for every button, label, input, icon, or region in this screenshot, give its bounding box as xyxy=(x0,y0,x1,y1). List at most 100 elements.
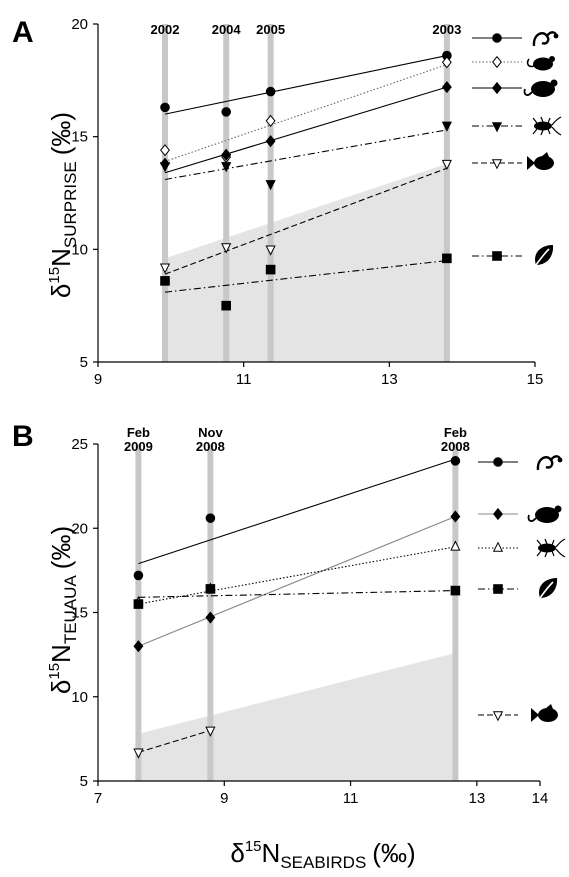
band-1 xyxy=(223,24,230,362)
fish-body xyxy=(538,708,558,722)
trend-line xyxy=(138,458,456,565)
legend-marker xyxy=(492,33,502,43)
y-tick-label: 15 xyxy=(71,129,88,146)
series-fish xyxy=(133,704,558,759)
x-axis-label-sub: SEABIRDS xyxy=(280,853,366,872)
trend-line xyxy=(164,260,447,293)
data-point xyxy=(133,599,144,609)
band-label: Feb xyxy=(444,425,467,440)
gecko-body xyxy=(532,31,558,47)
series-gecko xyxy=(160,31,559,117)
data-point xyxy=(441,121,452,132)
x-tick-label: 13 xyxy=(381,371,398,388)
x-axis-label-unit: (‰) xyxy=(372,838,415,868)
panel-a-plot: 2002 2004 2005 2003 9 11 13 15 5 10 15 20 xyxy=(71,16,562,388)
rat-ear xyxy=(550,79,558,87)
legend-marker xyxy=(492,81,502,95)
rat-tail xyxy=(527,514,537,522)
panel-a-ylabel-main: δ xyxy=(46,284,76,298)
legend-marker xyxy=(492,55,502,69)
series-fish xyxy=(159,152,554,275)
data-point xyxy=(265,114,276,127)
panel-b-letter: B xyxy=(12,420,34,453)
panel-a-letter: A xyxy=(12,16,34,49)
cockroach-legs xyxy=(532,116,562,136)
band-label: Nov xyxy=(198,425,223,440)
data-point xyxy=(221,148,232,161)
fish-icon xyxy=(531,704,558,722)
data-point xyxy=(265,180,276,191)
data-point xyxy=(205,611,216,624)
series-leaf xyxy=(160,245,554,311)
panel-b-ylabel-rest: N xyxy=(46,644,76,663)
legend-marker xyxy=(493,457,503,467)
mouse-body xyxy=(533,57,553,71)
x-tick-label: 11 xyxy=(343,790,359,807)
y-tick-label: 25 xyxy=(71,436,88,453)
trend-line xyxy=(138,546,456,605)
y-tick-label: 20 xyxy=(71,16,88,33)
trend-line xyxy=(138,515,456,647)
fish-fin xyxy=(541,152,549,157)
data-point xyxy=(159,263,171,274)
data-point xyxy=(160,102,170,113)
band-label: 2009 xyxy=(124,439,153,454)
data-point xyxy=(133,748,144,759)
trend-line xyxy=(164,55,447,115)
series-gecko xyxy=(133,455,563,581)
data-point xyxy=(221,243,232,254)
gecko-icon xyxy=(536,455,563,471)
panel-b-ylabel-unit: (‰) xyxy=(46,526,76,569)
cockroach-icon xyxy=(536,538,566,558)
legend-marker xyxy=(492,251,502,261)
series-leaf xyxy=(133,578,558,609)
data-point xyxy=(205,584,216,594)
cockroach-icon xyxy=(532,116,562,136)
legend-marker xyxy=(493,584,503,594)
x-axis-label-sup: 15 xyxy=(245,838,262,855)
gecko-body xyxy=(536,455,562,471)
legend-marker xyxy=(492,711,504,722)
mouse-tail xyxy=(526,58,535,68)
y-tick-label: 10 xyxy=(71,241,88,258)
data-point xyxy=(450,540,461,551)
band-3 xyxy=(443,24,450,362)
trend-line xyxy=(138,729,211,753)
x-tick-label: 9 xyxy=(220,790,228,807)
shaded-region xyxy=(138,652,456,781)
legend-marker xyxy=(492,541,504,552)
x-tick-label: 7 xyxy=(94,790,102,807)
rat-ear xyxy=(554,505,562,513)
y-tick-label: 15 xyxy=(71,605,88,622)
data-point xyxy=(450,456,461,466)
band-label: 2008 xyxy=(441,439,470,454)
trend-line xyxy=(164,86,448,174)
panel-a-ylabel-unit: (‰) xyxy=(46,112,76,155)
data-point xyxy=(450,510,461,523)
rat-tail xyxy=(523,88,533,96)
data-point xyxy=(265,86,276,97)
y-tick-label: 20 xyxy=(71,520,88,537)
y-tick-label: 5 xyxy=(80,773,88,790)
x-axis-label: δ15NSEABIRDS (‰) xyxy=(230,838,415,872)
rat-icon xyxy=(527,505,562,523)
rat-body xyxy=(531,81,555,97)
data-point xyxy=(160,276,170,286)
band-label: 2002 xyxy=(151,22,180,37)
data-point xyxy=(133,640,144,653)
panel-b-ylabel-main: δ xyxy=(46,680,76,694)
data-point xyxy=(221,300,231,311)
data-point xyxy=(205,513,216,523)
x-axis-label-main: δ xyxy=(230,838,244,868)
trend-line xyxy=(138,590,456,598)
data-point xyxy=(441,80,452,94)
band-label: 2003 xyxy=(432,22,461,37)
trend-line xyxy=(164,129,447,181)
data-point xyxy=(441,159,452,171)
panel-a-ylabel: δ15NSURPRISE (‰) xyxy=(46,112,80,298)
legend-marker xyxy=(491,122,503,133)
x-axis-label-rest: N xyxy=(262,838,281,868)
band-0 xyxy=(135,444,142,781)
